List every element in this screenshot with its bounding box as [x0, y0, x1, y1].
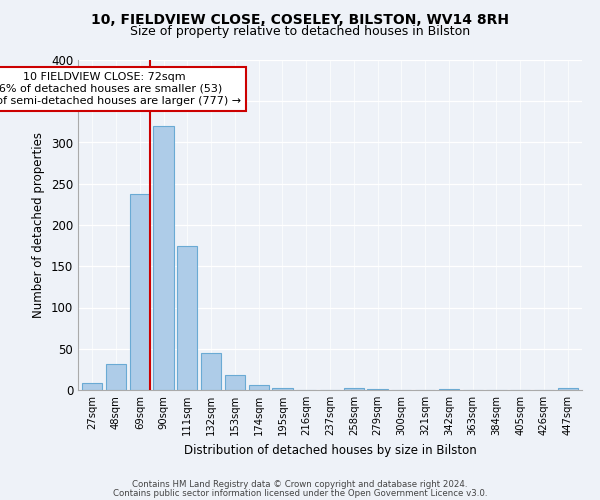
- Bar: [439, 389, 459, 390]
- Bar: [106, 364, 126, 390]
- Bar: [130, 194, 150, 390]
- Bar: [177, 246, 197, 390]
- Text: Contains public sector information licensed under the Open Government Licence v3: Contains public sector information licen…: [113, 489, 487, 498]
- Y-axis label: Number of detached properties: Number of detached properties: [32, 132, 46, 318]
- Bar: [367, 389, 388, 390]
- Bar: [272, 388, 293, 390]
- Text: 10 FIELDVIEW CLOSE: 72sqm
← 6% of detached houses are smaller (53)
93% of semi-d: 10 FIELDVIEW CLOSE: 72sqm ← 6% of detach…: [0, 72, 241, 106]
- Bar: [225, 375, 245, 390]
- Bar: [557, 388, 578, 390]
- Bar: [201, 353, 221, 390]
- Bar: [248, 385, 269, 390]
- Bar: [154, 126, 173, 390]
- Bar: [344, 388, 364, 390]
- Bar: [82, 384, 103, 390]
- Text: Contains HM Land Registry data © Crown copyright and database right 2024.: Contains HM Land Registry data © Crown c…: [132, 480, 468, 489]
- Text: Size of property relative to detached houses in Bilston: Size of property relative to detached ho…: [130, 25, 470, 38]
- X-axis label: Distribution of detached houses by size in Bilston: Distribution of detached houses by size …: [184, 444, 476, 456]
- Text: 10, FIELDVIEW CLOSE, COSELEY, BILSTON, WV14 8RH: 10, FIELDVIEW CLOSE, COSELEY, BILSTON, W…: [91, 12, 509, 26]
